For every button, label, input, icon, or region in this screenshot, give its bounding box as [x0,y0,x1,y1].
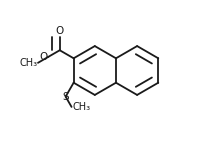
Text: S: S [62,92,69,102]
Text: O: O [56,26,64,36]
Text: CH₃: CH₃ [72,102,90,112]
Text: O: O [39,52,47,62]
Text: CH₃: CH₃ [19,58,37,68]
